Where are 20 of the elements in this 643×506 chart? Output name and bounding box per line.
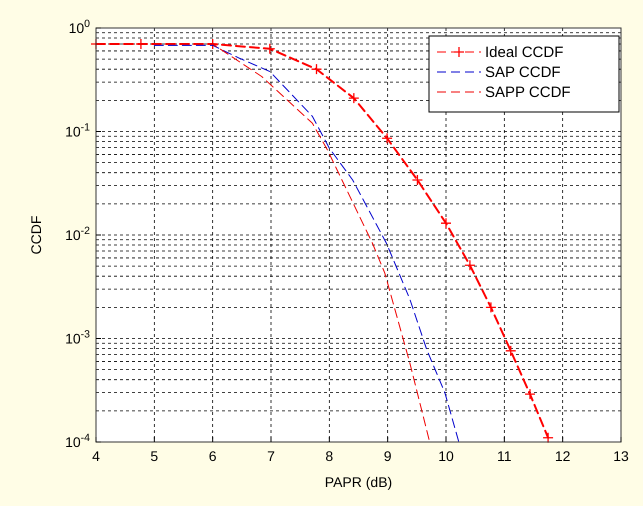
x-tick-label: 5 bbox=[150, 448, 158, 464]
y-tick-label: 10$^{-2}$ bbox=[65, 225, 90, 243]
y-tick-label: 10$^{-3}$ bbox=[65, 328, 90, 346]
legend-label: Ideal CCDF bbox=[485, 44, 564, 61]
legend-label: SAPP CCDF bbox=[485, 84, 571, 101]
y-tick-label: 10$^{-4}$ bbox=[65, 432, 90, 450]
y-tick-label: 10$^{0}$ bbox=[68, 18, 90, 36]
y-tick-label: 10$^{-1}$ bbox=[65, 122, 90, 140]
x-tick-label: 13 bbox=[613, 448, 629, 464]
x-tick-label: 12 bbox=[554, 448, 571, 464]
x-axis-title: PAPR (dB) bbox=[324, 474, 392, 490]
y-axis-title: CCDF bbox=[28, 216, 44, 254]
x-tick-label: 9 bbox=[384, 448, 392, 464]
x-tick-label: 10 bbox=[438, 448, 454, 464]
x-tick-label: 11 bbox=[497, 448, 512, 464]
x-tick-label: 7 bbox=[267, 448, 276, 464]
x-tick-label: 4 bbox=[92, 448, 100, 464]
x-tick-label: 8 bbox=[325, 448, 334, 464]
legend-label: SAP CCDF bbox=[485, 64, 561, 81]
x-tick-label: 6 bbox=[208, 448, 217, 464]
